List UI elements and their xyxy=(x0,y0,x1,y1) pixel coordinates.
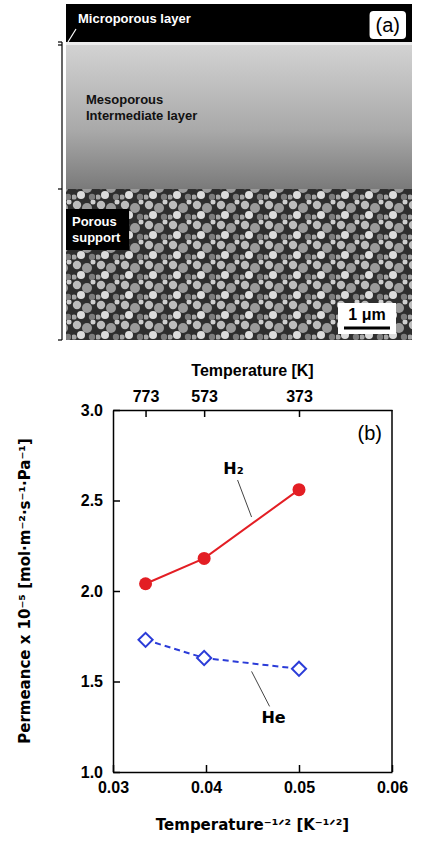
leader-line xyxy=(68,29,76,42)
panel-b: 0.03 0.04 0.05 0.06 773 573 373 1.0 1.5 2.0 2.5 3.0… xyxy=(16,362,408,834)
series-label: H₂ xyxy=(223,459,243,478)
layer-label-line: support xyxy=(72,230,121,245)
background-band xyxy=(66,4,412,42)
marker xyxy=(197,651,211,665)
tick-mark xyxy=(299,410,301,417)
x-axis: 0.03 0.04 0.05 0.06 xyxy=(98,765,408,796)
x2-axis: 773 573 373 xyxy=(114,388,393,417)
tick-mark xyxy=(113,591,120,593)
y-axis-title: Permeance x 10⁻⁵ [mol·m⁻²·s⁻¹·Pa⁻¹] xyxy=(16,438,34,744)
panel-a: Microporous layer MesoporousIntermediate … xyxy=(58,4,412,340)
layer-bracket xyxy=(61,42,62,340)
tick-label: 773 xyxy=(133,388,160,405)
layer-bracket-tick xyxy=(58,44,62,45)
marker xyxy=(293,483,306,496)
panel-label: (a) xyxy=(376,14,400,36)
marker xyxy=(138,633,152,647)
axis-line xyxy=(114,772,393,774)
tick-label: 2.5 xyxy=(81,492,103,509)
marker xyxy=(139,577,152,590)
scale-bar xyxy=(344,327,390,330)
series-label: He xyxy=(261,708,285,727)
tick: 2.0 xyxy=(81,583,120,600)
tick-label: 0.04 xyxy=(191,779,222,796)
tick-label: 3.0 xyxy=(81,402,103,419)
tick: 3.0 xyxy=(81,402,120,419)
label-box xyxy=(370,11,406,39)
tick-label: 1.5 xyxy=(81,673,103,690)
tick: 0.05 xyxy=(284,765,315,796)
axis-line xyxy=(114,410,393,412)
layer-label: MesoporousIntermediate layer xyxy=(86,92,197,123)
tick-mark xyxy=(113,410,120,412)
tick-mark xyxy=(113,500,120,502)
layer-label: Microporous layer xyxy=(78,11,191,26)
x2-axis-title: Temperature [K] xyxy=(191,362,313,379)
tick: 2.5 xyxy=(81,492,120,509)
tick-mark xyxy=(206,765,208,772)
leader-line xyxy=(238,480,252,517)
tick-mark xyxy=(113,681,120,683)
layer-label-line: Mesoporous xyxy=(86,92,163,107)
tick-label: 1.0 xyxy=(81,764,103,781)
tick-mark xyxy=(145,410,147,417)
figure: Microporous layer MesoporousIntermediate … xyxy=(0,0,424,851)
porous-support-region xyxy=(66,189,412,340)
layer-bracket-tick xyxy=(58,339,62,340)
leader-line xyxy=(252,671,270,706)
microporous-region xyxy=(66,42,412,45)
tick-label: 373 xyxy=(286,388,313,405)
mesoporous-region xyxy=(66,42,412,189)
layer-label: Poroussupport xyxy=(72,214,121,245)
series-line xyxy=(146,490,299,584)
tick-mark xyxy=(299,765,301,772)
plot-data xyxy=(138,483,306,676)
tick-mark xyxy=(113,772,120,774)
panel-label: (b) xyxy=(358,422,382,444)
tick-label: 0.05 xyxy=(284,779,315,796)
tick-label: 2.0 xyxy=(81,583,103,600)
tick-label: 0.06 xyxy=(377,779,408,796)
plot-frame xyxy=(391,410,393,772)
tick: 1.5 xyxy=(81,673,120,690)
marker xyxy=(292,662,306,676)
tick: 573 xyxy=(191,388,218,417)
layer-bracket-tick xyxy=(58,41,62,42)
y-axis: 1.0 1.5 2.0 2.5 3.0 xyxy=(81,402,120,781)
series-line xyxy=(146,640,299,669)
tick: 0.04 xyxy=(191,765,222,796)
tick-mark xyxy=(204,410,206,417)
x-axis-title: Temperature⁻¹ᐟ² [K⁻¹ᐟ²] xyxy=(156,816,349,834)
tick: 1.0 xyxy=(81,764,120,781)
scale-bar-box xyxy=(338,303,396,334)
tick: 373 xyxy=(286,388,313,417)
tick-label: 0.03 xyxy=(98,779,129,796)
tick: 773 xyxy=(133,388,160,417)
layer-label-line: Intermediate layer xyxy=(86,108,197,123)
tick-label: 573 xyxy=(191,388,218,405)
scale-bar-label: 1 μm xyxy=(348,306,385,323)
layer-bracket-tick xyxy=(58,188,62,189)
layer-label-line: Porous xyxy=(72,214,117,229)
marker xyxy=(198,552,211,565)
label-box xyxy=(66,209,129,250)
